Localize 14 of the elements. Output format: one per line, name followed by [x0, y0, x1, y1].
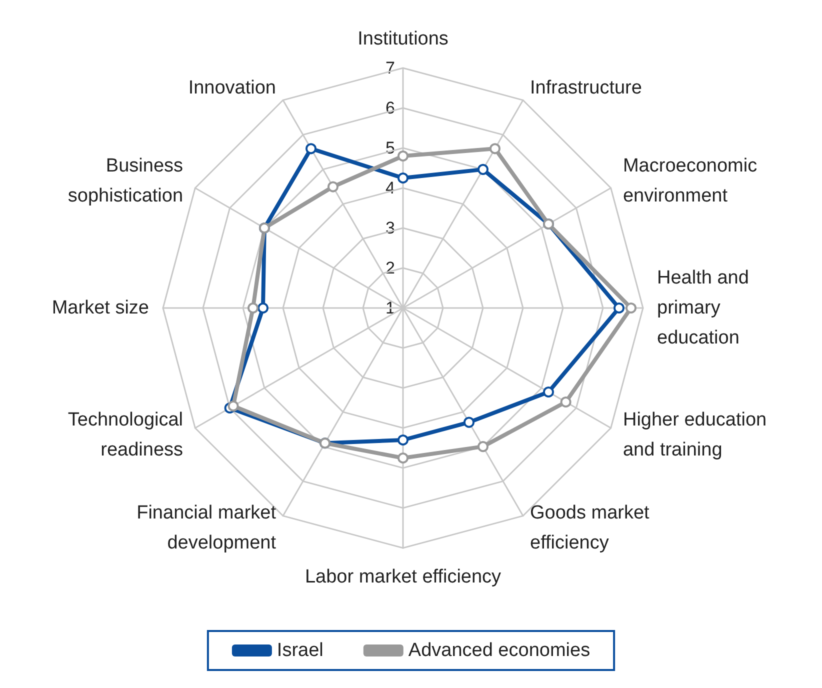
- spoke-label: Macroeconomic environment: [622, 156, 758, 206]
- spoke-label: Institutions: [358, 28, 448, 50]
- legend-label: Advanced economies: [408, 640, 590, 661]
- spoke-label: Market size: [52, 298, 149, 318]
- spoke-label: Labor market efficiency: [304, 566, 502, 588]
- spoke-label: Business sophistication: [68, 156, 184, 206]
- spoke-label: Infrastructure: [530, 78, 642, 99]
- spoke-label: Technological readiness: [68, 410, 184, 460]
- spoke-label: Goods market efficiency: [530, 502, 650, 554]
- spoke-label: Innovation: [188, 78, 276, 99]
- spoke-label: Higher education and training: [622, 410, 767, 460]
- legend-label: Israel: [276, 640, 324, 661]
- spoke-label: Health and primary education: [657, 268, 749, 348]
- spoke-label: Financial market development: [136, 502, 277, 554]
